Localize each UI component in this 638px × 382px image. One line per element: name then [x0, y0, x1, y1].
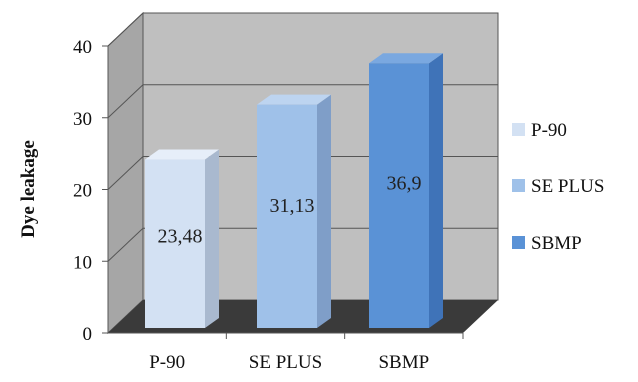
bar-side: [317, 94, 331, 329]
bars: 23,48 31,13 36,9: [145, 53, 443, 329]
bar-top: [257, 94, 331, 105]
gridline-side: [107, 84, 144, 119]
y-tick-label: 10: [73, 252, 92, 273]
legend-item: SBMP: [512, 233, 582, 254]
y-tick-label: 20: [73, 181, 92, 202]
y-tick-label: 30: [73, 109, 92, 130]
x-tick-label: SBMP: [378, 352, 429, 373]
bar-front: [145, 159, 205, 328]
x-tick-label: SE PLUS: [249, 352, 322, 373]
y-ticks: 0 10 20 30 40: [73, 37, 108, 345]
y-tick-label: 40: [73, 37, 92, 58]
data-label: 36,9: [387, 172, 422, 194]
bar-se-plus: 31,13: [257, 94, 331, 329]
bar-p-90: 23,48: [145, 149, 219, 328]
legend-swatch: [512, 179, 525, 192]
data-label: 23,48: [158, 225, 203, 247]
legend-item: SE PLUS: [512, 176, 604, 197]
legend-label: P-90: [531, 120, 567, 141]
bar-top: [145, 149, 219, 160]
gridline-side: [107, 12, 144, 47]
bar-front: [369, 63, 429, 329]
legend-label: SBMP: [531, 233, 582, 254]
bar-side: [429, 53, 443, 329]
bar-sbmp: 36,9: [369, 53, 443, 329]
x-tick-label: P-90: [149, 352, 185, 373]
legend-swatch: [512, 236, 525, 249]
legend-item: P-90: [512, 120, 567, 141]
gridline-side: [107, 227, 144, 262]
legend-label: SE PLUS: [531, 176, 604, 197]
bar-front: [257, 104, 317, 329]
gridline-side: [107, 156, 144, 190]
y-axis-label: Dye leakage: [18, 140, 39, 238]
bar-side: [205, 149, 219, 328]
legend-swatch: [512, 123, 525, 136]
data-label: 31,13: [270, 195, 315, 217]
legend: P-90 SE PLUS SBMP: [512, 120, 604, 254]
bar-top: [369, 53, 443, 64]
y-tick-label: 0: [83, 324, 93, 345]
x-ticks: P-90 SE PLUS SBMP: [149, 333, 464, 373]
